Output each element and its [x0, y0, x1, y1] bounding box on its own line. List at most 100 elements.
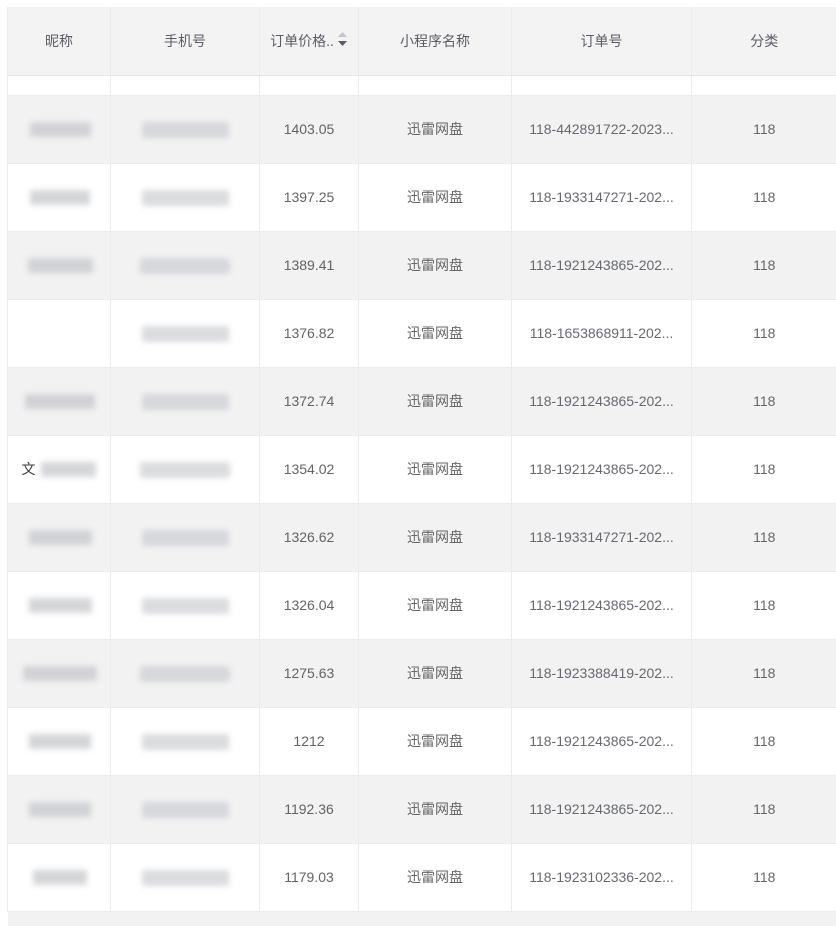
order-price-cell: 1179.03: [259, 843, 359, 912]
redacted-nickname: [23, 666, 97, 682]
table-body: 1403.05 迅雷网盘 118-442891722-2023... 118 1…: [7, 75, 836, 926]
redacted-phone: [140, 461, 230, 478]
table-row[interactable]: 1212 迅雷网盘 118-1921243865-202... 118: [7, 707, 836, 776]
category-cell: 118: [691, 231, 836, 300]
order-price-cell: 1326.62: [259, 503, 359, 572]
redacted-phone: [141, 121, 229, 138]
table-row[interactable]: 文 1354.02 迅雷网盘 118-1921243865-202... 118: [7, 435, 836, 504]
nickname-cell: [7, 639, 111, 708]
app-name-cell: 迅雷网盘: [358, 843, 512, 912]
redacted-phone: [141, 733, 229, 750]
table-row[interactable]: 1403.05 迅雷网盘 118-442891722-2023... 118: [7, 95, 836, 164]
order-price-cell: 1212: [259, 707, 359, 776]
app-name-cell: 迅雷网盘: [358, 775, 512, 844]
order-price-cell: 1372.74: [259, 367, 359, 436]
redacted-phone: [141, 325, 229, 342]
table-row[interactable]: 1397.25 迅雷网盘 118-1933147271-202... 118: [7, 163, 836, 232]
app-name-cell: 迅雷网盘: [358, 639, 512, 708]
table-row[interactable]: 1372.74 迅雷网盘 118-1921243865-202... 118: [7, 367, 836, 436]
app-name-cell: 迅雷网盘: [358, 435, 512, 504]
sort-descending-icon[interactable]: [337, 32, 348, 49]
table-row[interactable]: 1326.04 迅雷网盘 118-1921243865-202... 118: [7, 571, 836, 640]
order-price-cell: 1326.04: [259, 571, 359, 640]
order-no-cell: 118-1921243865-202...: [511, 435, 692, 504]
column-header-order-price[interactable]: 订单价格..: [259, 7, 359, 76]
redacted-phone: [141, 597, 229, 614]
redacted-nickname: [29, 122, 91, 138]
header-row: 昵称 手机号 订单价格.. 小程序名称 订单号 分类: [7, 7, 836, 76]
table-row[interactable]: 1389.41 迅雷网盘 118-1921243865-202... 118: [7, 231, 836, 300]
redacted-phone: [141, 529, 229, 546]
nickname-cell: [7, 503, 111, 572]
order-no-cell: 118-1933147271-202...: [511, 163, 692, 232]
category-cell: 118: [691, 775, 836, 844]
category-cell: 118: [691, 639, 836, 708]
table-row[interactable]: 1192.36 迅雷网盘 118-1921243865-202... 118: [7, 775, 836, 844]
phone-cell: [110, 231, 260, 300]
phone-cell: [110, 163, 260, 232]
column-header-phone: 手机号: [110, 7, 260, 76]
nickname-cell: [7, 299, 111, 368]
phone-cell: [110, 775, 260, 844]
redacted-nickname: [29, 734, 91, 750]
nickname-cell: [7, 367, 111, 436]
order-no-cell: 118-1933147271-202...: [511, 503, 692, 572]
nickname-cell: [7, 571, 111, 640]
order-no-cell: 118-1921243865-202...: [511, 231, 692, 300]
order-price-cell: 1275.63: [259, 639, 359, 708]
phone-cell: [110, 707, 260, 776]
column-header-category: 分类: [691, 7, 836, 76]
app-name-cell: 迅雷网盘: [358, 95, 512, 164]
order-price-cell: 1389.41: [259, 231, 359, 300]
nickname-cell: [7, 707, 111, 776]
app-name-cell: 迅雷网盘: [358, 503, 512, 572]
order-price-cell: 1192.36: [259, 775, 359, 844]
phone-cell: [110, 367, 260, 436]
partially-scrolled-row: [7, 75, 836, 96]
table-row[interactable]: 1376.82 迅雷网盘 118-1653868911-202... 118: [7, 299, 836, 368]
category-cell: 118: [691, 435, 836, 504]
nickname-cell: 文: [7, 435, 111, 504]
redacted-nickname: [27, 258, 93, 274]
app-name-cell: 迅雷网盘: [358, 163, 512, 232]
category-cell: 118: [691, 95, 836, 164]
order-no-cell: 118-1653868911-202...: [511, 299, 692, 368]
phone-cell: [110, 503, 260, 572]
redacted-phone: [140, 257, 230, 274]
category-cell: 118: [691, 163, 836, 232]
nickname-visible-text: 文: [21, 461, 36, 477]
table-row[interactable]: 1326.62 迅雷网盘 118-1933147271-202... 118: [7, 503, 836, 572]
partially-scrolled-row: [7, 911, 836, 926]
category-cell: 118: [691, 843, 836, 912]
category-cell: 118: [691, 367, 836, 436]
column-header-app-name: 小程序名称: [358, 7, 512, 76]
redacted-nickname: [29, 802, 91, 818]
app-name-cell: 迅雷网盘: [358, 707, 512, 776]
redacted-phone: [141, 801, 229, 818]
redacted-nickname: [41, 461, 97, 477]
category-cell: 118: [691, 571, 836, 640]
order-no-cell: 118-1923102336-202...: [511, 843, 692, 912]
redacted-phone: [140, 665, 230, 682]
order-no-cell: 118-1923388419-202...: [511, 639, 692, 708]
order-price-cell: 1403.05: [259, 95, 359, 164]
redacted-nickname: [30, 190, 90, 206]
order-no-cell: 118-442891722-2023...: [511, 95, 692, 164]
order-price-cell: 1354.02: [259, 435, 359, 504]
phone-cell: [110, 843, 260, 912]
order-no-cell: 118-1921243865-202...: [511, 775, 692, 844]
phone-cell: [110, 435, 260, 504]
table-row[interactable]: 1275.63 迅雷网盘 118-1923388419-202... 118: [7, 639, 836, 708]
app-name-cell: 迅雷网盘: [358, 571, 512, 640]
nickname-cell: [7, 775, 111, 844]
table-header: 昵称 手机号 订单价格.. 小程序名称 订单号 分类: [7, 7, 836, 76]
table-row[interactable]: 1179.03 迅雷网盘 118-1923102336-202... 118: [7, 843, 836, 912]
redacted-phone: [141, 189, 229, 206]
nickname-cell: [7, 95, 111, 164]
app-name-cell: 迅雷网盘: [358, 231, 512, 300]
order-price-header-label: 订单价格..: [270, 32, 334, 49]
category-cell: 118: [691, 503, 836, 572]
order-no-cell: 118-1921243865-202...: [511, 707, 692, 776]
order-price-cell: 1397.25: [259, 163, 359, 232]
